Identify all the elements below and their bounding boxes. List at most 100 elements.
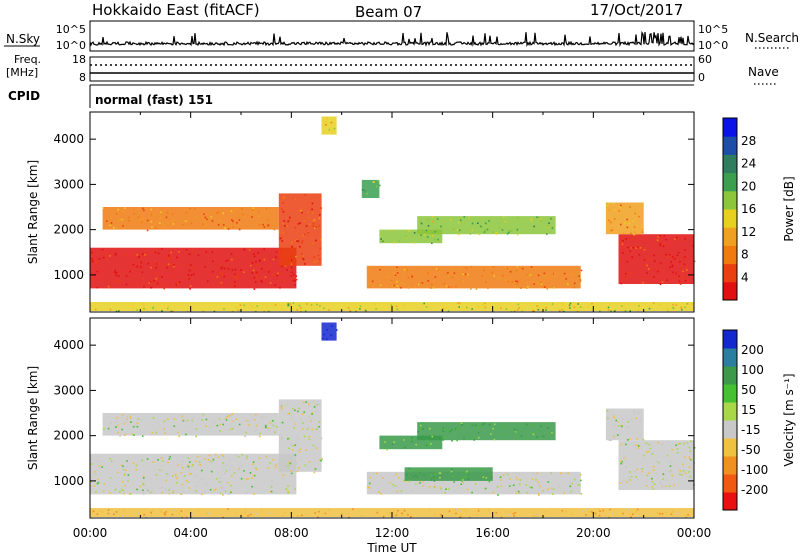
power-speckle xyxy=(545,309,547,311)
power-ytick-label: 4000 xyxy=(53,132,84,146)
velocity-speckle xyxy=(136,422,139,425)
velocity-region xyxy=(404,467,493,483)
power-speckle xyxy=(517,216,519,219)
velocity-speckle xyxy=(376,511,379,514)
power-speckle xyxy=(161,265,163,267)
power-speckle xyxy=(478,233,481,236)
power-speckle xyxy=(665,308,668,310)
power-speckle xyxy=(407,287,410,289)
velocity-colorbar-swatch xyxy=(723,348,737,367)
velocity-speckle xyxy=(304,464,306,467)
power-speckle xyxy=(545,306,547,309)
power-speckle xyxy=(118,310,120,312)
power-speckle xyxy=(289,216,291,219)
power-speckle xyxy=(671,265,673,268)
velocity-speckle xyxy=(232,420,235,422)
power-speckle xyxy=(234,285,236,288)
power-speckle xyxy=(393,241,395,244)
velocity-speckle xyxy=(102,490,105,493)
nsky-panel: N.Sky 10^5 10^0 10^5 10^0 N.Search xyxy=(4,20,799,52)
power-speckle xyxy=(425,306,428,308)
power-speckle xyxy=(292,302,295,304)
power-speckle xyxy=(290,263,293,265)
velocity-speckle xyxy=(565,511,567,513)
velocity-speckle xyxy=(430,479,433,481)
velocity-speckle xyxy=(352,508,354,510)
velocity-speckle xyxy=(493,423,496,426)
velocity-colorbar-frame xyxy=(722,329,738,511)
power-speckle xyxy=(124,254,126,256)
velocity-speckle xyxy=(298,451,301,453)
velocity-speckle xyxy=(540,425,542,428)
velocity-speckle xyxy=(684,456,686,458)
power-speckle xyxy=(516,233,519,236)
velocity-speckle xyxy=(618,487,621,490)
power-speckle xyxy=(202,223,205,225)
power-speckle xyxy=(188,269,191,272)
velocity-speckle xyxy=(122,509,125,512)
power-speckle xyxy=(498,226,501,229)
power-speckle xyxy=(325,124,327,126)
velocity-speckle xyxy=(637,445,640,447)
power-speckle xyxy=(294,198,297,200)
velocity-speckle xyxy=(300,417,302,420)
power-speckle xyxy=(434,238,436,241)
power-speckle xyxy=(529,274,532,276)
velocity-speckle xyxy=(311,412,313,414)
velocity-speckle xyxy=(627,508,629,510)
velocity-speckle xyxy=(249,513,252,516)
power-speckle xyxy=(533,225,535,228)
power-speckle xyxy=(250,265,252,267)
power-speckle xyxy=(307,211,309,213)
velocity-speckle xyxy=(116,471,119,474)
power-speckle xyxy=(303,220,306,222)
power-speckle xyxy=(626,251,629,253)
velocity-speckle xyxy=(633,410,635,413)
velocity-speckle xyxy=(306,428,309,430)
velocity-region-fill xyxy=(605,408,644,441)
power-speckle xyxy=(515,280,517,282)
velocity-speckle xyxy=(538,494,540,496)
velocity-speckle xyxy=(470,436,473,438)
velocity-speckle xyxy=(269,421,271,424)
velocity-speckle xyxy=(502,474,505,476)
velocity-speckle xyxy=(222,423,224,426)
power-speckle xyxy=(378,184,381,187)
power-speckle xyxy=(319,305,321,307)
power-speckle xyxy=(115,227,118,229)
velocity-speckle xyxy=(680,474,683,476)
power-speckle xyxy=(514,285,517,287)
velocity-speckle xyxy=(532,472,535,474)
power-speckle xyxy=(495,233,498,235)
power-speckle xyxy=(667,255,669,258)
power-speckle xyxy=(282,272,284,275)
power-speckle xyxy=(231,269,234,271)
velocity-speckle xyxy=(293,427,295,429)
power-speckle xyxy=(161,248,163,250)
velocity-speckle xyxy=(287,485,289,487)
velocity-speckle xyxy=(294,454,297,456)
power-speckle xyxy=(402,304,405,307)
velocity-speckle xyxy=(181,516,183,518)
velocity-speckle xyxy=(116,424,119,427)
velocity-speckle xyxy=(607,416,609,418)
power-speckle xyxy=(462,273,464,275)
power-speckle xyxy=(264,208,266,211)
power-speckle xyxy=(110,222,113,224)
velocity-speckle xyxy=(392,484,394,486)
velocity-speckle xyxy=(150,491,153,493)
velocity-speckle xyxy=(415,483,417,485)
velocity-speckle xyxy=(449,430,451,433)
velocity-speckle xyxy=(252,461,255,463)
velocity-speckle xyxy=(447,430,450,433)
power-speckle xyxy=(211,220,214,222)
velocity-speckle xyxy=(542,490,544,492)
velocity-speckle xyxy=(482,476,485,478)
velocity-speckle xyxy=(421,437,424,440)
velocity-speckle xyxy=(516,478,519,481)
velocity-speckle xyxy=(305,449,308,451)
velocity-speckle xyxy=(315,411,318,413)
power-speckle xyxy=(117,208,119,211)
power-speckle xyxy=(526,281,528,284)
velocity-speckle xyxy=(434,486,436,489)
